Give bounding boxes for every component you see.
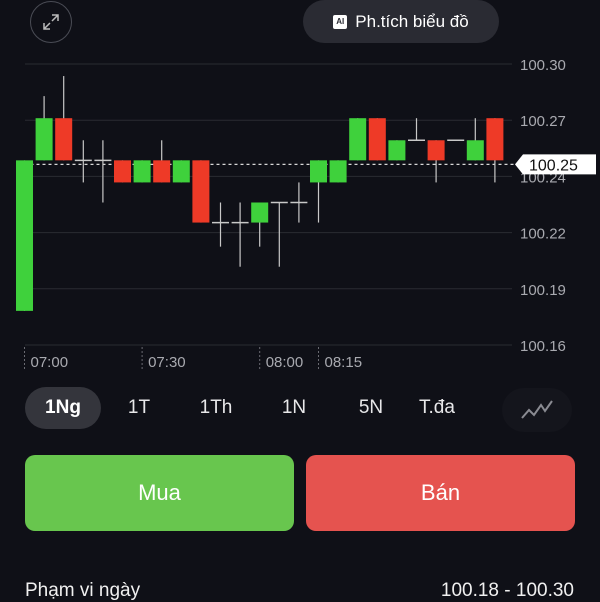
x-tick-label: 07:30 xyxy=(148,354,186,371)
chart-analysis-label: Ph.tích biểu đồ xyxy=(355,11,469,31)
expand-button[interactable] xyxy=(30,1,72,43)
current-price-badge xyxy=(515,154,596,175)
day-range-label: Phạm vi ngày xyxy=(25,580,141,601)
candle-body xyxy=(329,160,347,183)
candle-body xyxy=(35,118,53,161)
current-price-label: 100.25 xyxy=(529,157,578,174)
x-tick-label: 08:15 xyxy=(325,354,363,371)
candle-body xyxy=(388,140,406,161)
candlestick-chart[interactable]: 100.16100.19100.22100.24100.27100.3007:0… xyxy=(0,50,600,380)
y-tick-label: 100.30 xyxy=(520,57,566,74)
tab-1t[interactable]: 1T xyxy=(127,397,151,418)
candle-body xyxy=(368,118,386,161)
candle-body xyxy=(466,140,484,161)
candle-body xyxy=(251,202,269,223)
candle-body xyxy=(486,118,504,161)
sell-button[interactable]: Bán xyxy=(306,455,575,531)
candle-body xyxy=(114,160,131,183)
y-tick-label: 100.22 xyxy=(520,226,566,243)
tab-1ng[interactable]: 1Ng xyxy=(25,387,101,429)
candle-body xyxy=(55,118,73,161)
candle-body xyxy=(310,160,327,183)
candle-body xyxy=(16,160,33,311)
tab-5n[interactable]: 5N xyxy=(358,397,384,418)
candle-body xyxy=(133,160,151,183)
candle-body xyxy=(192,160,210,223)
chart-analysis-button[interactable]: AI Ph.tích biểu đồ xyxy=(303,0,499,43)
tab-1th[interactable]: 1Th xyxy=(199,397,233,418)
tab-tda[interactable]: T.đa xyxy=(419,397,455,418)
y-tick-label: 100.19 xyxy=(520,282,566,299)
tab-1n[interactable]: 1N xyxy=(281,397,307,418)
line-chart-icon xyxy=(521,400,553,419)
y-tick-label: 100.27 xyxy=(520,113,566,130)
buy-button[interactable]: Mua xyxy=(25,455,294,531)
chart-type-button[interactable] xyxy=(502,388,572,432)
y-tick-label: 100.16 xyxy=(520,338,566,355)
expand-arrows-icon xyxy=(43,14,59,30)
day-range-value: 100.18 - 100.30 xyxy=(440,580,574,601)
ai-chat-icon: AI xyxy=(333,14,348,29)
candle-body xyxy=(349,118,367,161)
x-tick-label: 07:00 xyxy=(31,354,69,371)
timeframe-tabs: 1Ng 1T 1Th 1N 5N T.đa xyxy=(25,386,575,430)
candle-body xyxy=(427,140,445,161)
candle-body xyxy=(153,160,171,183)
candle-body xyxy=(172,160,190,183)
x-tick-label: 08:00 xyxy=(266,354,304,371)
